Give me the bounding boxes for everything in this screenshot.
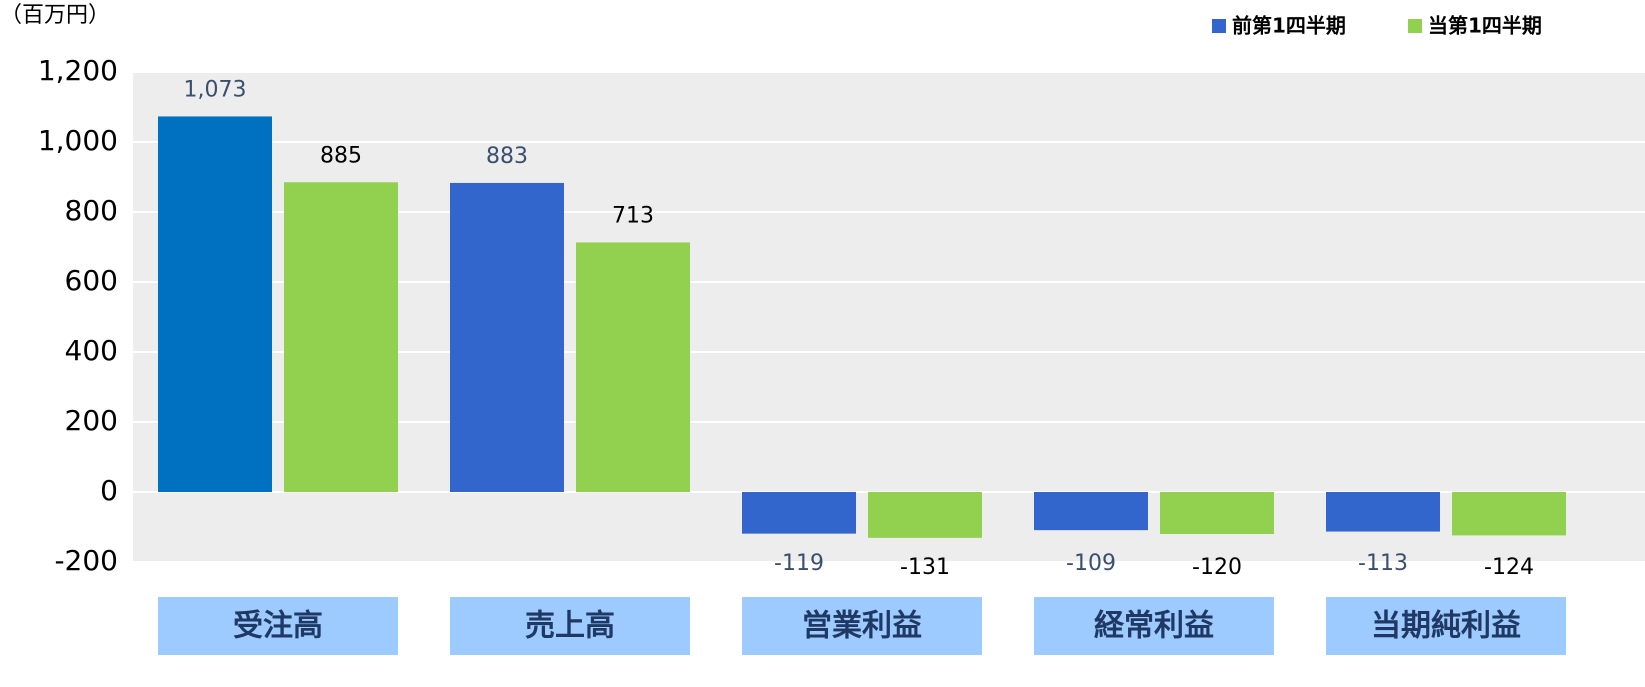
bar (742, 492, 856, 534)
bar (1452, 492, 1566, 536)
y-tick-label: 400 (65, 334, 118, 367)
x-tick-label: 経常利益 (1094, 609, 1214, 644)
bar (284, 182, 398, 492)
value-label: 1,073 (184, 77, 247, 102)
bar (1326, 492, 1440, 532)
value-label: 885 (320, 143, 362, 168)
category-box (1034, 597, 1274, 655)
category-box (1326, 597, 1566, 655)
bar (1160, 492, 1274, 534)
legend-swatch (1408, 19, 1422, 33)
legend-label: 当第1四半期 (1428, 14, 1542, 38)
unit-label: （百万円） (0, 3, 110, 28)
y-tick-label: -200 (54, 544, 118, 577)
bar (576, 242, 690, 492)
legend-label: 前第1四半期 (1232, 14, 1346, 38)
category-box (450, 597, 690, 655)
y-tick-label: 600 (65, 264, 118, 297)
x-tick-label: 受注高 (233, 609, 323, 644)
value-label: -113 (1358, 551, 1408, 576)
value-label: -131 (900, 555, 950, 580)
value-label: -120 (1192, 555, 1242, 580)
value-label: 713 (612, 203, 654, 228)
value-label: -124 (1484, 555, 1534, 580)
bar (450, 182, 564, 492)
bar (868, 492, 982, 538)
bar (1034, 492, 1148, 531)
y-tick-label: 0 (100, 474, 118, 507)
y-tick-label: 1,200 (38, 54, 118, 87)
category-box (742, 597, 982, 655)
y-tick-label: 200 (65, 404, 118, 437)
legend-swatch (1212, 19, 1226, 33)
y-tick-label: 1,000 (38, 124, 118, 157)
value-label: 883 (486, 144, 528, 169)
x-tick-label: 当期純利益 (1371, 609, 1521, 644)
x-tick-label: 売上高 (525, 609, 615, 644)
x-tick-label: 営業利益 (802, 609, 922, 644)
y-tick-label: 800 (65, 194, 118, 227)
bar (158, 116, 272, 492)
value-label: -109 (1066, 551, 1116, 576)
value-label: -119 (774, 551, 824, 576)
category-box (158, 597, 398, 655)
